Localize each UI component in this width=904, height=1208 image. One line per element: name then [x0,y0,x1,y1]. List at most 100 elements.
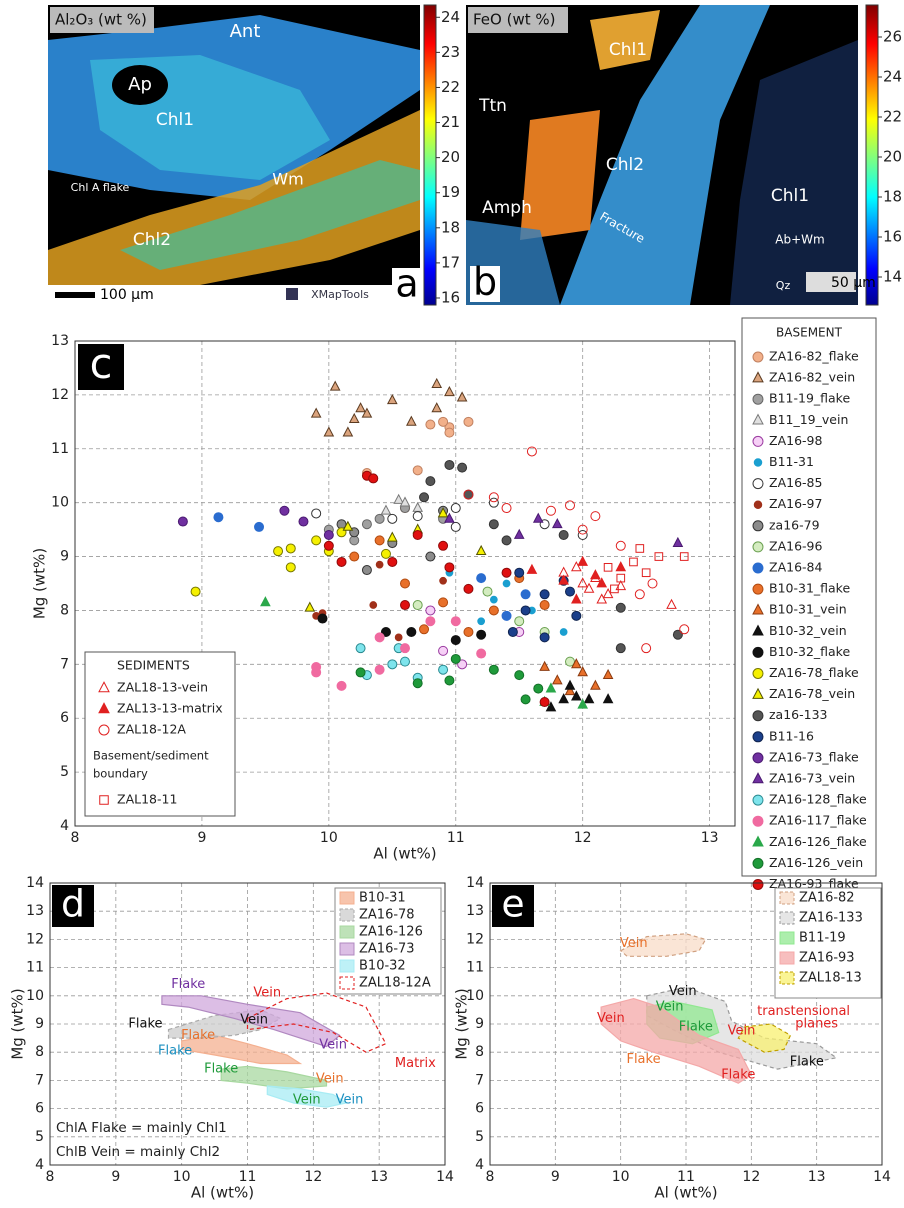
legend-swatch [339,959,355,973]
annotation: Vein [240,1012,268,1027]
marker [400,656,410,667]
x-tick-label: 9 [197,830,206,846]
y-tick-label: 12 [51,387,69,403]
marker [412,600,423,611]
marker [444,675,455,686]
marker [583,693,595,704]
legend-marker [752,393,764,405]
legend-swatch [779,931,795,945]
marker [463,489,474,500]
marker [336,680,347,691]
marker [273,546,284,557]
marker [488,497,499,508]
marker [310,407,322,418]
marker [336,556,347,567]
legend-label: ZA16-78_vein [769,686,855,701]
colorbar-tick-label: 21 [441,113,460,131]
legend-box [741,317,877,877]
annotation: Vein [253,985,281,1000]
legend-label: ZA16-126 [359,925,423,940]
y-tick-label: 4 [35,1157,44,1173]
marker [489,595,498,604]
marker [565,586,575,597]
x-tick-label: 8 [71,830,80,846]
marker [400,643,410,654]
x-tick-label: 11 [447,830,465,846]
marker [311,667,322,678]
map-label: Ttn [478,96,507,116]
region [737,1023,792,1053]
marker [406,415,417,426]
marker [177,516,188,527]
marker [323,530,334,540]
legend-swatch [779,951,795,965]
marker [254,521,265,532]
marker [679,624,690,635]
x-tick-label: 10 [612,1169,630,1185]
legend-box [334,887,442,995]
marker [311,508,322,519]
marker [488,664,499,675]
panel-letter: c [90,340,113,388]
x-tick-label: 8 [46,1169,55,1185]
marker [98,702,110,714]
legend-title: BASEMENT [776,326,843,340]
legend-label: ZAL18-13-vein [117,680,208,695]
map-title-box [50,7,154,33]
marker [361,565,372,576]
y-tick-label: 5 [35,1129,44,1145]
marker [375,560,384,569]
region [266,1085,348,1108]
marker [654,552,664,561]
marker [450,653,461,664]
marker [400,578,410,589]
colorbar-tick-label: 18 [441,218,460,236]
marker [520,605,531,616]
marker [476,629,487,640]
marker [501,535,512,546]
marker [412,465,423,476]
marker [526,563,538,574]
legend-label: ZAL18-13 [799,971,862,986]
y-tick-label: 9 [475,1016,484,1032]
legend-label: ZAL13-13-matrix [117,701,223,716]
marker [577,698,589,709]
marker [615,540,626,551]
region [246,992,387,1053]
map-title: FeO (wt %) [473,11,556,29]
marker [285,562,296,573]
legend-label: B11-19_flake [769,391,850,406]
marker [514,616,525,627]
panel-letter-box [52,885,94,927]
marker [482,586,493,597]
marker [634,589,645,600]
marker [369,601,378,609]
marker [513,528,525,539]
y-tick-label: 6 [60,710,69,726]
legend-label: ZA16-84 [769,560,822,575]
region [619,933,707,957]
y-tick-label: 6 [35,1101,44,1117]
x-axis-label: Al (wt%) [191,1184,254,1202]
legend-title: boundary [93,767,148,781]
marker [457,659,468,670]
marker [374,632,385,643]
marker [368,473,379,484]
marker [298,516,309,527]
colorbar-tick-label: 22 [883,108,902,126]
colorbar-tick-label: 16 [883,228,902,246]
marker [545,701,557,712]
legend-label: ZAL18-12A [359,976,431,991]
legend-label: ZA16-82_vein [769,370,855,385]
marker [558,574,569,585]
marker [571,690,582,701]
legend-marker [752,835,764,847]
x-tick-label: 10 [173,1169,191,1185]
colorbar-tick-label: 24 [883,68,902,86]
marker [425,605,436,616]
y-tick-label: 14 [26,875,44,891]
legend-label: za16-79 [769,517,820,532]
marker [641,643,652,654]
marker [488,492,499,503]
